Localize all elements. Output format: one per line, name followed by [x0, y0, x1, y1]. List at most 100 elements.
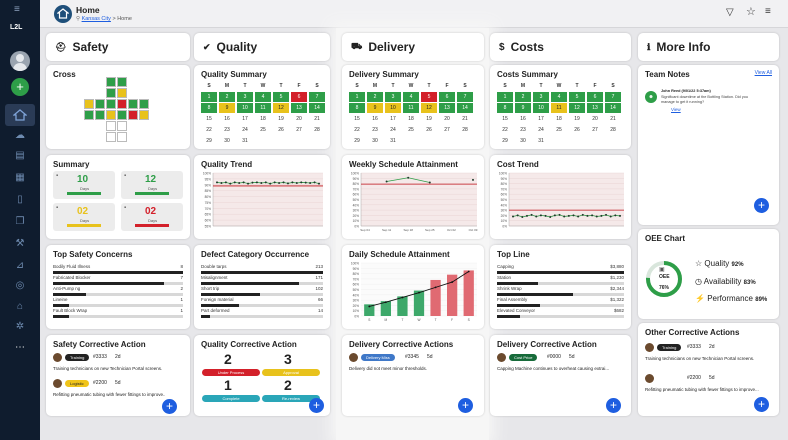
- calendar-day[interactable]: 12: [421, 103, 437, 113]
- status-pill[interactable]: Re-review: [262, 395, 320, 402]
- cross-day-cell[interactable]: [117, 88, 127, 98]
- home-badge[interactable]: [54, 5, 72, 23]
- calendar-day[interactable]: 9: [515, 103, 531, 113]
- cross-day-cell[interactable]: [84, 99, 94, 109]
- calendar-day[interactable]: 17: [390, 116, 396, 122]
- top-safety-concerns-card[interactable]: Top Safety Concerns Bodily Fluid Illness…: [46, 245, 190, 329]
- summary-tile[interactable]: 10 Days ▪: [53, 171, 115, 199]
- cross-day-cell[interactable]: [139, 99, 149, 109]
- add-costs-action-button[interactable]: +: [606, 398, 621, 413]
- calendar-day[interactable]: 3: [533, 92, 549, 102]
- calendar-day[interactable]: 11: [255, 103, 271, 113]
- cross-day-cell[interactable]: [117, 132, 127, 142]
- cross-day-cell[interactable]: [95, 99, 105, 109]
- calendar-day[interactable]: 29: [354, 138, 360, 144]
- costs-corrective-action-card[interactable]: Delivery Corrective Action Cost Price #0…: [490, 335, 631, 416]
- settings-sliders-icon[interactable]: ≡: [765, 6, 771, 17]
- calendar-day[interactable]: 18: [260, 116, 266, 122]
- calendar-day[interactable]: 20: [592, 116, 598, 122]
- action-item[interactable]: Training #3333 2d Training technicians o…: [645, 343, 772, 365]
- calendar-day[interactable]: 19: [278, 116, 284, 122]
- costs-column-header[interactable]: $ Costs: [490, 33, 631, 61]
- summary-tile[interactable]: 02 Days ▪: [53, 203, 115, 231]
- calendar-day[interactable]: 10: [385, 103, 401, 113]
- calendar-day[interactable]: 8: [497, 103, 513, 113]
- cross-day-cell[interactable]: [84, 110, 94, 120]
- calendar-day[interactable]: 3: [385, 92, 401, 102]
- home-nav-item[interactable]: [5, 104, 35, 126]
- calendar-day[interactable]: 31: [390, 138, 396, 144]
- calendar-day[interactable]: 24: [390, 127, 396, 133]
- calendar-day[interactable]: 1: [201, 92, 217, 102]
- calendar-day[interactable]: 17: [242, 116, 248, 122]
- weekly-schedule-card[interactable]: Weekly Schedule Attainment 100% 90% 80% 70%…: [342, 155, 484, 239]
- calendar-day[interactable]: 7: [309, 92, 325, 102]
- cross-day-cell[interactable]: [128, 110, 138, 120]
- calendar-day[interactable]: 4: [255, 92, 271, 102]
- calendar-day[interactable]: 24: [538, 127, 544, 133]
- calendar-day[interactable]: 30: [224, 138, 230, 144]
- calendar-day[interactable]: 12: [569, 103, 585, 113]
- calendar-icon[interactable]: ▦: [15, 172, 25, 183]
- cross-day-cell[interactable]: [106, 77, 116, 87]
- safety-cross-card[interactable]: Cross: [46, 65, 190, 149]
- calendar-day[interactable]: 5: [421, 92, 437, 102]
- calendar-day[interactable]: 29: [206, 138, 212, 144]
- more-info-column-header[interactable]: ℹ More Info: [638, 33, 779, 61]
- cross-day-cell[interactable]: [117, 77, 127, 87]
- quality-column-header[interactable]: ✔ Quality: [194, 33, 330, 61]
- cloud-icon[interactable]: ☁: [15, 130, 25, 141]
- other-corrective-actions-card[interactable]: Other Corrective Actions Training #3333 …: [638, 323, 779, 416]
- summary-tile[interactable]: 02 Days ▪: [121, 203, 183, 231]
- cross-day-cell[interactable]: [117, 110, 127, 120]
- calendar-day[interactable]: 24: [242, 127, 248, 133]
- wrench-icon[interactable]: ⚒: [15, 238, 25, 249]
- calendar-day[interactable]: 8: [349, 103, 365, 113]
- calendar-day[interactable]: 30: [372, 138, 378, 144]
- calendar-day[interactable]: 4: [551, 92, 567, 102]
- action-item[interactable]: Delivery Miss #3345 5d Delivery did not …: [349, 353, 477, 375]
- calendar-day[interactable]: 10: [237, 103, 253, 113]
- action-item[interactable]: Cost Price #0000 5d Capping Machine cont…: [497, 353, 624, 375]
- graduation-icon[interactable]: ⌂: [16, 301, 24, 312]
- team-notes-card[interactable]: Team Notes View All ☻ John Reed (9/01/22…: [638, 65, 779, 225]
- quality-summary-card[interactable]: Quality Summary S M T W T F S 1 2 3 4 5 6 7 8 9 10 11 12 13…: [194, 65, 330, 149]
- delivery-column-header[interactable]: ⛟ Delivery: [342, 33, 484, 61]
- calendar-day[interactable]: 8: [201, 103, 217, 113]
- delivery-summary-card[interactable]: Delivery Summary S M T W T F S 1 2 3 4 5 6 7 8 9 10 11 12 1…: [342, 65, 484, 149]
- safety-corrective-action-card[interactable]: Safety Corrective Action Training #3333 …: [46, 335, 190, 416]
- calendar-day[interactable]: 5: [569, 92, 585, 102]
- calendar-day[interactable]: 17: [538, 116, 544, 122]
- more-icon[interactable]: ⋯: [15, 342, 25, 353]
- document-icon[interactable]: ▤: [15, 150, 25, 161]
- defect-category-card[interactable]: Defect Category Occurrence Double tarps 2…: [194, 245, 330, 329]
- calendar-day[interactable]: 13: [587, 103, 603, 113]
- calendar-day[interactable]: 27: [592, 127, 598, 133]
- cross-day-cell[interactable]: [106, 88, 116, 98]
- top-line-card[interactable]: Top Line Capping $3,880 Station $1,230 Shrin…: [490, 245, 631, 329]
- calendar-day[interactable]: 14: [309, 103, 325, 113]
- cross-day-cell[interactable]: [106, 99, 116, 109]
- daily-schedule-card[interactable]: Daily Schedule Attainment 100% 90% 80% 70% 6…: [342, 245, 484, 329]
- safety-summary-card[interactable]: Summary 10 Days ▪ 12 Days ▪ 02 Days ▪ 02 Days ▪: [46, 155, 190, 239]
- filter-icon[interactable]: ▽: [726, 7, 734, 18]
- cross-day-cell[interactable]: [128, 99, 138, 109]
- calendar-day[interactable]: 20: [444, 116, 450, 122]
- calendar-day[interactable]: 6: [439, 92, 455, 102]
- calendar-day[interactable]: 27: [296, 127, 302, 133]
- calendar-day[interactable]: 25: [408, 127, 414, 133]
- calendar-day[interactable]: 23: [520, 127, 526, 133]
- calendar-day[interactable]: 15: [354, 116, 360, 122]
- calendar-day[interactable]: 15: [206, 116, 212, 122]
- cross-day-cell[interactable]: [117, 99, 127, 109]
- calendar-day[interactable]: 18: [408, 116, 414, 122]
- calendar-day[interactable]: 6: [291, 92, 307, 102]
- cross-day-cell[interactable]: [139, 110, 149, 120]
- note-view-link[interactable]: View: [671, 107, 681, 112]
- calendar-day[interactable]: 3: [237, 92, 253, 102]
- calendar-day[interactable]: 7: [605, 92, 621, 102]
- status-pill[interactable]: Complete: [202, 395, 260, 402]
- oee-chart-card[interactable]: OEE Chart ▣ OEE 76% ☆ Quality 92% ◷ Avai…: [638, 229, 779, 319]
- calendar-day[interactable]: 5: [273, 92, 289, 102]
- calendar-day[interactable]: 14: [457, 103, 473, 113]
